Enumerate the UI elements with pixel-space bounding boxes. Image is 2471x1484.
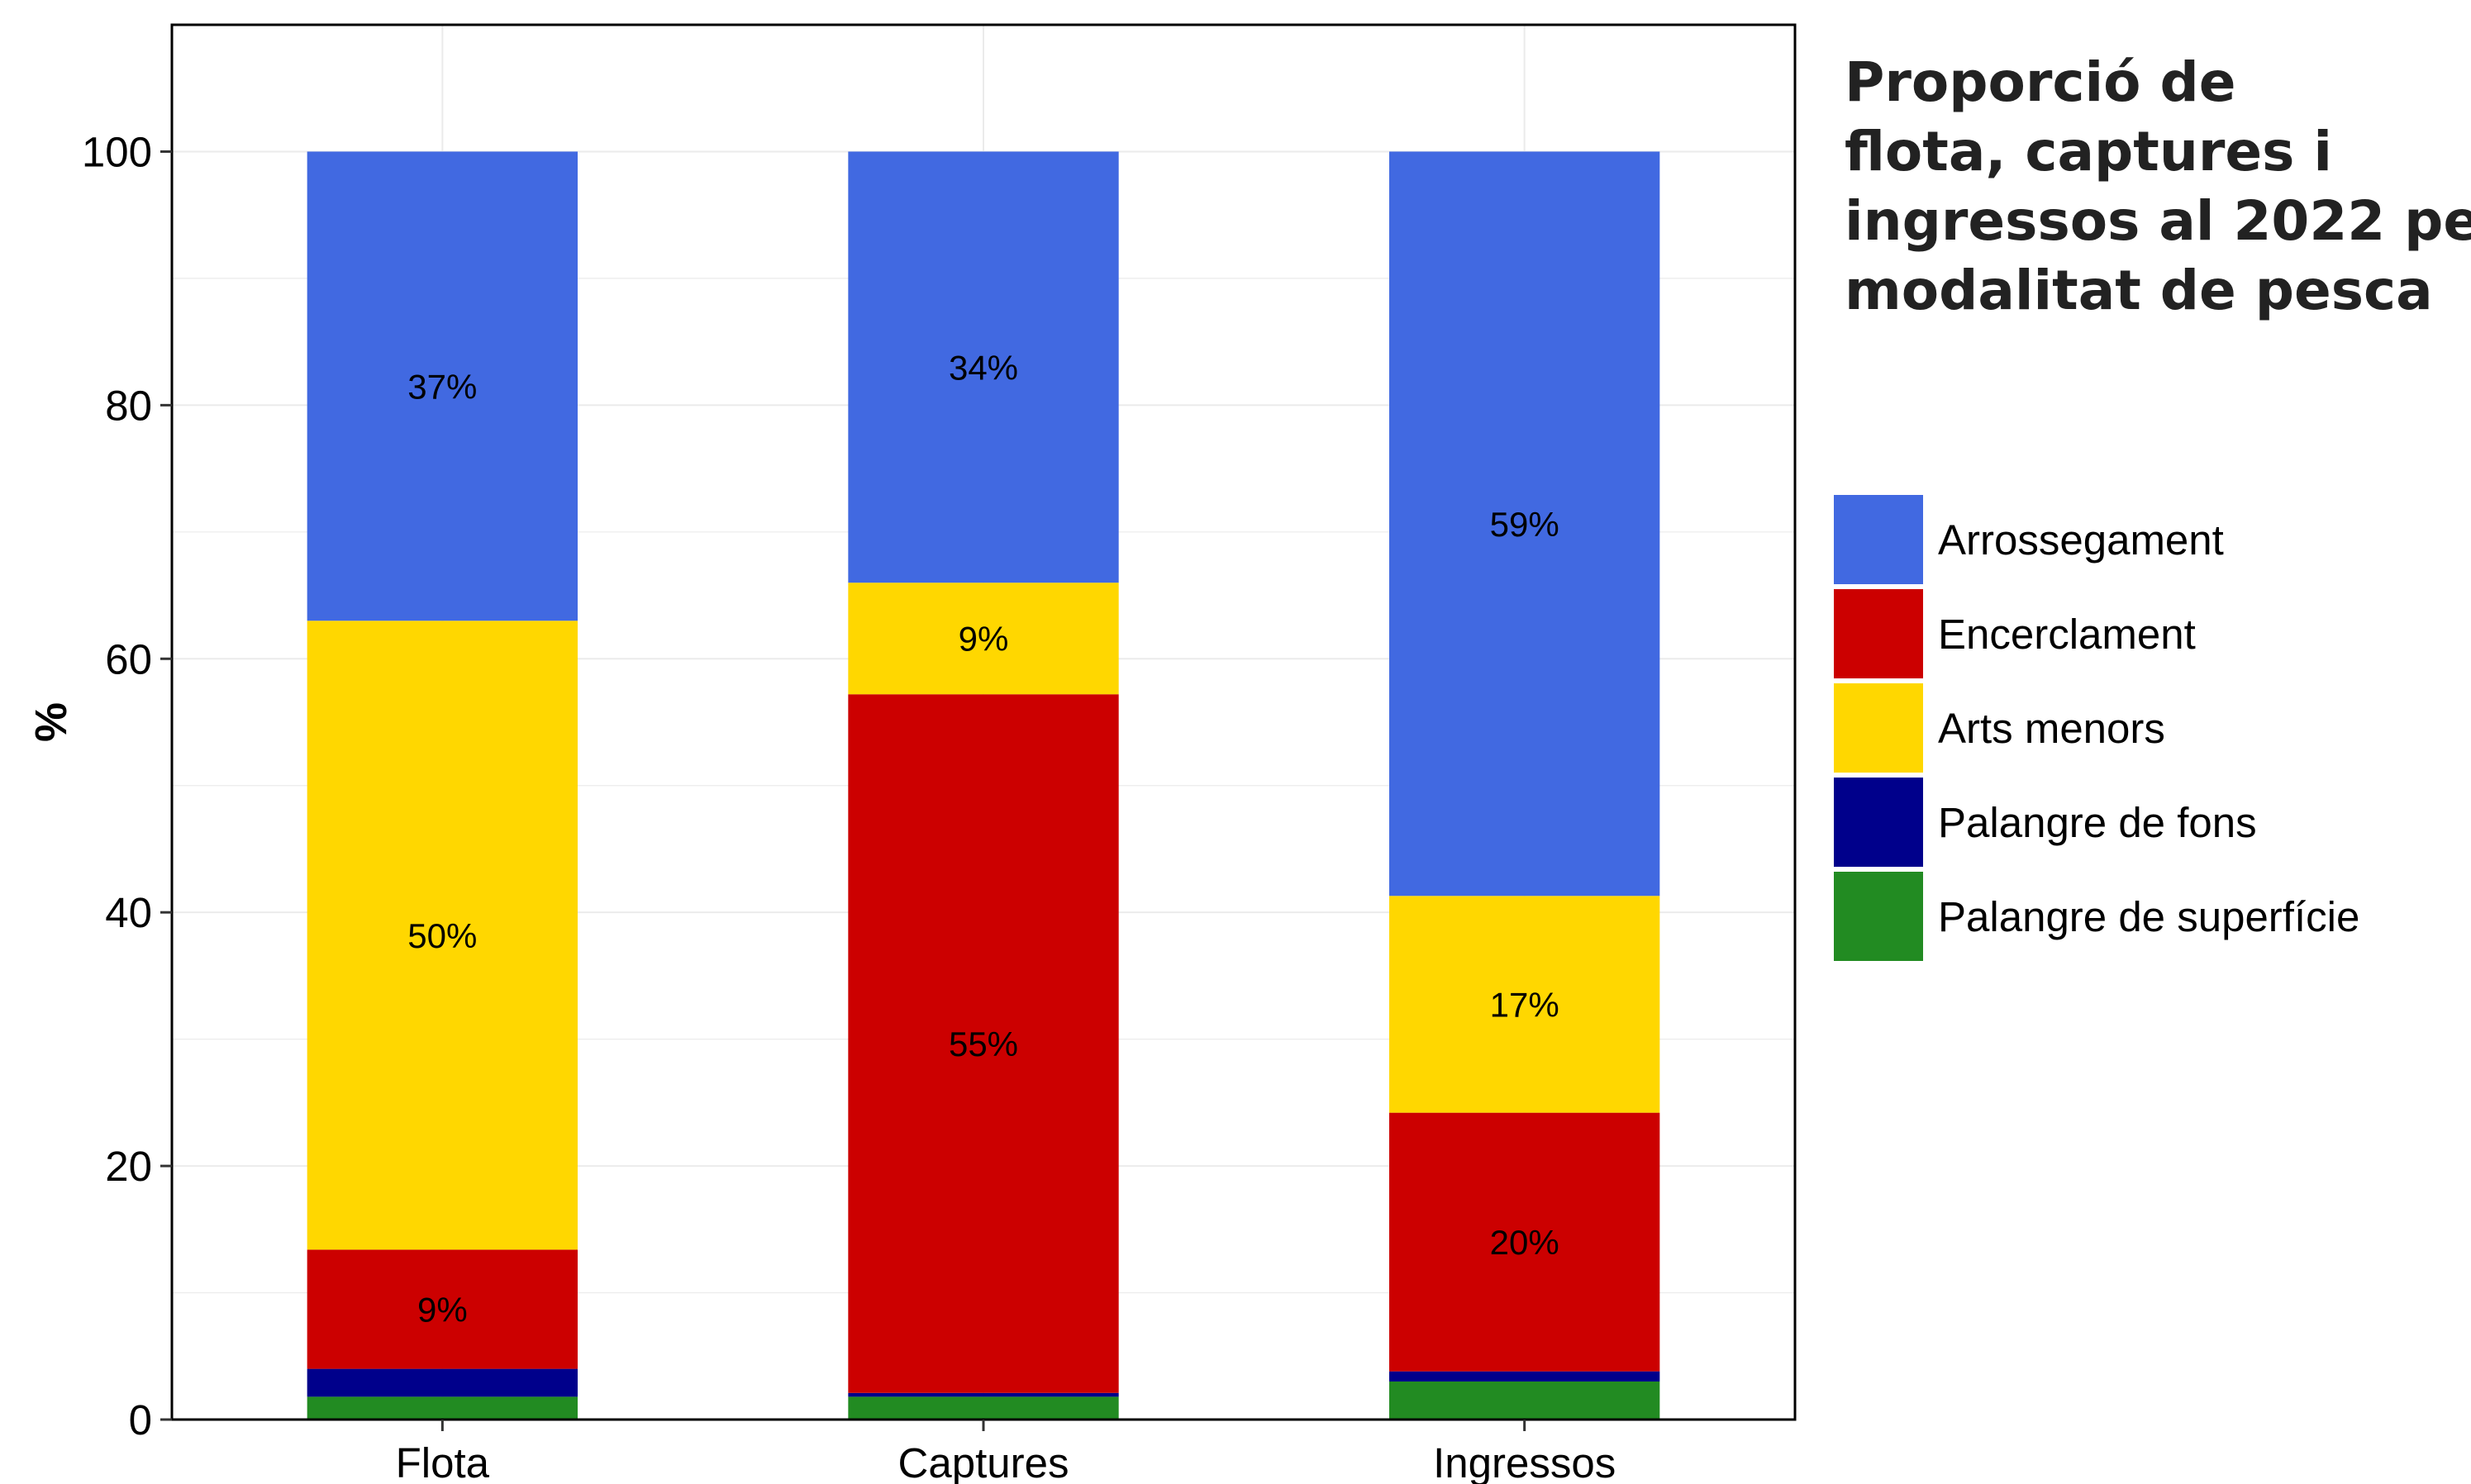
bar-segment-arts-menors-flota <box>307 621 578 1250</box>
y-tick-label: 60 <box>105 635 152 683</box>
bar-segment-arrossegament-flota <box>307 151 578 621</box>
bar-segment-arts-menors-captures <box>848 583 1119 695</box>
data-label: 20% <box>1490 1223 1559 1262</box>
bar-segment-arrossegament-ingressos <box>1389 151 1660 897</box>
bars <box>307 151 1660 1420</box>
y-tick-label: 40 <box>105 889 152 936</box>
data-label: 9% <box>959 620 1009 659</box>
chart-title-line: ingressos al 2022 per <box>1845 189 2471 253</box>
axes: 0 20 40 60 80 100 Flota Captures Ingressos <box>82 128 1616 1484</box>
legend-key <box>1832 776 1925 868</box>
data-label: 9% <box>417 1290 468 1329</box>
bar-segment-palangre-de-superfície-flota <box>307 1396 578 1420</box>
x-tick-label: Captures <box>898 1439 1069 1484</box>
legend-label: Arrossegament <box>1938 516 2224 564</box>
bar-segment-arts-menors-ingressos <box>1389 896 1660 1113</box>
chart-title-line: flota, captures i <box>1845 120 2332 183</box>
bar-segment-palangre-de-fons-captures <box>848 1392 1119 1397</box>
bar-segment-palangre-de-fons-ingressos <box>1389 1371 1660 1382</box>
data-label: 50% <box>407 916 477 955</box>
bar-segment-encerclament-ingressos <box>1389 1112 1660 1372</box>
legend-key <box>1832 870 1925 963</box>
y-tick-label: 100 <box>82 128 152 175</box>
x-tick-label: Flota <box>396 1439 490 1484</box>
chart-title-line: modalitat de pesca <box>1845 259 2433 322</box>
y-tick-label: 80 <box>105 382 152 429</box>
y-tick-label: 0 <box>129 1396 152 1444</box>
data-label: 37% <box>407 367 477 406</box>
bar-segment-palangre-de-superfície-captures <box>848 1396 1119 1420</box>
data-label: 17% <box>1490 985 1559 1024</box>
bar-segment-palangre-de-superfície-ingressos <box>1389 1381 1660 1420</box>
legend-label: Palangre de superfície <box>1938 893 2359 940</box>
bar-segment-encerclament-captures <box>848 694 1119 1393</box>
data-label: 55% <box>949 1025 1018 1063</box>
y-axis-title: % <box>26 702 76 742</box>
legend-key <box>1832 682 1925 774</box>
x-tick-label: Ingressos <box>1433 1439 1616 1484</box>
bar-segment-arrossegament-captures <box>848 151 1119 583</box>
bar-segment-encerclament-flota <box>307 1249 578 1369</box>
legend-key <box>1832 587 1925 680</box>
chart-title-line: Proporció de <box>1845 50 2235 114</box>
legend-label: Encerclament <box>1938 611 2196 658</box>
legend-key <box>1832 493 1925 586</box>
segment-labels: 9% 50% 37% 55% 9% 34% 20% 17% 59% <box>407 348 1559 1329</box>
data-label: 59% <box>1490 505 1559 544</box>
bar-segment-palangre-de-fons-flota <box>307 1368 578 1397</box>
legend-label: Arts menors <box>1938 705 2165 752</box>
y-tick-label: 20 <box>105 1143 152 1190</box>
legend-label: Palangre de fons <box>1938 799 2257 846</box>
legend: Arrossegament Encerclament Arts menors Pala… <box>1832 493 2359 963</box>
data-label: 34% <box>949 348 1018 387</box>
